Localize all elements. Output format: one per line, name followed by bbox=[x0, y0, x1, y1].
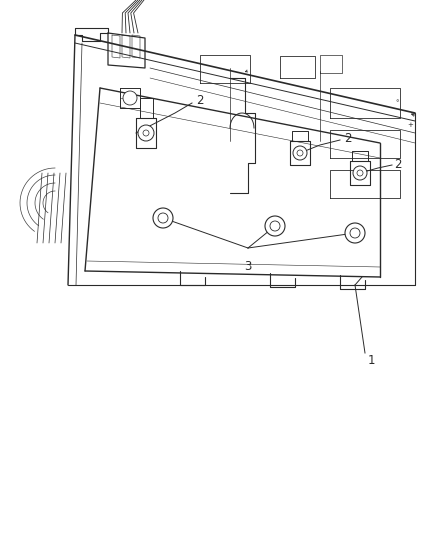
Circle shape bbox=[293, 146, 307, 160]
Circle shape bbox=[345, 223, 365, 243]
Circle shape bbox=[123, 91, 137, 105]
Text: °: ° bbox=[395, 100, 399, 106]
Circle shape bbox=[138, 125, 154, 141]
Circle shape bbox=[265, 216, 285, 236]
Text: 2: 2 bbox=[394, 158, 402, 172]
Text: 2: 2 bbox=[196, 94, 204, 108]
Circle shape bbox=[153, 208, 173, 228]
Text: 3: 3 bbox=[244, 260, 252, 273]
Text: 1: 1 bbox=[368, 354, 375, 367]
Circle shape bbox=[353, 166, 367, 180]
Text: +: + bbox=[407, 122, 413, 128]
Text: 2: 2 bbox=[344, 132, 352, 144]
